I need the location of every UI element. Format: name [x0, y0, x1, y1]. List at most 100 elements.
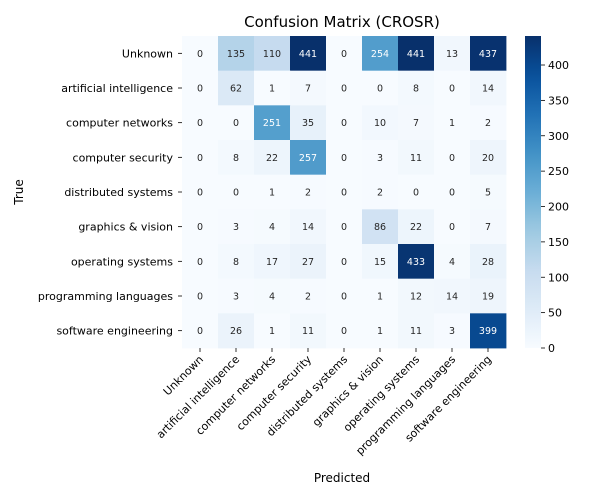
cell-value: 3 — [233, 292, 239, 303]
cell-value: 4 — [449, 257, 455, 268]
heatmap-cell — [218, 209, 255, 245]
heatmap-cell — [326, 278, 363, 314]
heatmap-cell — [182, 313, 219, 349]
cell-value: 0 — [197, 118, 203, 129]
heatmap-cell — [362, 278, 399, 314]
y-tick-label: software engineering — [56, 325, 173, 338]
cell-value: 8 — [233, 257, 239, 268]
cell-value: 12 — [410, 292, 422, 303]
cell-value: 0 — [197, 49, 203, 60]
cell-value: 1 — [377, 292, 383, 303]
heatmap-cell — [290, 105, 327, 141]
cell-value: 4 — [269, 292, 275, 303]
cell-value: 4 — [269, 222, 275, 233]
heatmap-cell — [218, 244, 255, 280]
heatmap-cell — [326, 105, 363, 141]
cell-value: 0 — [233, 188, 239, 199]
cell-value: 11 — [302, 326, 314, 337]
heatmap-cell — [398, 140, 435, 176]
heatmap-cell — [218, 278, 255, 314]
cell-value: 0 — [449, 84, 455, 95]
heatmap-cell — [470, 140, 507, 176]
cell-value: 7 — [485, 222, 491, 233]
heatmap-cell — [434, 36, 471, 72]
heatmap-cell — [398, 313, 435, 349]
heatmap-cell — [182, 174, 219, 210]
cell-value: 26 — [230, 326, 242, 337]
heatmap-cell — [218, 313, 255, 349]
cell-value: 0 — [197, 153, 203, 164]
cell-value: 0 — [449, 153, 455, 164]
colorbar-tick-label: 350 — [548, 94, 569, 107]
cell-value: 86 — [374, 222, 386, 233]
cell-value: 14 — [302, 222, 314, 233]
cell-value: 0 — [341, 188, 347, 199]
heatmap-cell — [326, 174, 363, 210]
cell-value: 22 — [266, 153, 278, 164]
heatmap-cell — [254, 140, 291, 176]
cell-value: 0 — [341, 118, 347, 129]
heatmap-cell — [254, 36, 291, 72]
cell-value: 441 — [407, 49, 425, 60]
cell-value: 0 — [377, 84, 383, 95]
cell-value: 110 — [263, 49, 281, 60]
heatmap-cell — [470, 278, 507, 314]
heatmap-cell — [398, 105, 435, 141]
heatmap-cell — [470, 313, 507, 349]
heatmap-cell — [326, 140, 363, 176]
heatmap-cell — [434, 209, 471, 245]
heatmap-cell — [362, 244, 399, 280]
cell-value: 1 — [269, 188, 275, 199]
heatmap-cell — [326, 209, 363, 245]
heatmap-cell — [326, 36, 363, 72]
heatmap-cell — [398, 244, 435, 280]
y-tick-label: programming languages — [38, 290, 173, 303]
cell-value: 251 — [263, 118, 281, 129]
cell-value: 0 — [413, 188, 419, 199]
heatmap-cell — [398, 70, 435, 106]
cell-value: 8 — [413, 84, 419, 95]
heatmap-cell — [182, 244, 219, 280]
cell-value: 13 — [446, 49, 458, 60]
colorbar-tick-label: 150 — [548, 236, 569, 249]
cell-value: 0 — [197, 257, 203, 268]
y-tick-label: computer networks — [66, 117, 173, 130]
cell-value: 14 — [446, 292, 458, 303]
cell-value: 135 — [227, 49, 245, 60]
cell-value: 35 — [302, 118, 314, 129]
cell-value: 2 — [485, 118, 491, 129]
heatmap-cell — [290, 36, 327, 72]
cell-value: 0 — [197, 326, 203, 337]
cell-value: 0 — [449, 222, 455, 233]
heatmap-cell — [434, 174, 471, 210]
heatmap-cell — [290, 70, 327, 106]
y-tick-label: distributed systems — [64, 186, 173, 199]
cell-value: 437 — [479, 49, 497, 60]
cell-value: 399 — [479, 326, 497, 337]
heatmap-cell — [362, 36, 399, 72]
cell-value: 2 — [377, 188, 383, 199]
cell-value: 257 — [299, 153, 317, 164]
heatmap-cell — [470, 209, 507, 245]
heatmap-cell — [362, 174, 399, 210]
heatmap-cell — [182, 209, 219, 245]
heatmap-cell — [182, 105, 219, 141]
colorbar-tick-label: 50 — [548, 307, 562, 320]
heatmap-cell — [218, 140, 255, 176]
heatmap-cell — [182, 70, 219, 106]
cell-value: 0 — [197, 84, 203, 95]
heatmap-cell — [470, 70, 507, 106]
heatmap-cell — [290, 313, 327, 349]
heatmap-cell — [362, 313, 399, 349]
cell-value: 441 — [299, 49, 317, 60]
colorbar-scale — [525, 36, 541, 348]
cell-value: 11 — [410, 326, 422, 337]
cell-value: 0 — [449, 188, 455, 199]
x-axis-label: Predicted — [314, 471, 370, 485]
cell-value: 0 — [341, 257, 347, 268]
heatmap-cell — [470, 174, 507, 210]
colorbar-tick-label: 100 — [548, 271, 569, 284]
cell-value: 1 — [449, 118, 455, 129]
